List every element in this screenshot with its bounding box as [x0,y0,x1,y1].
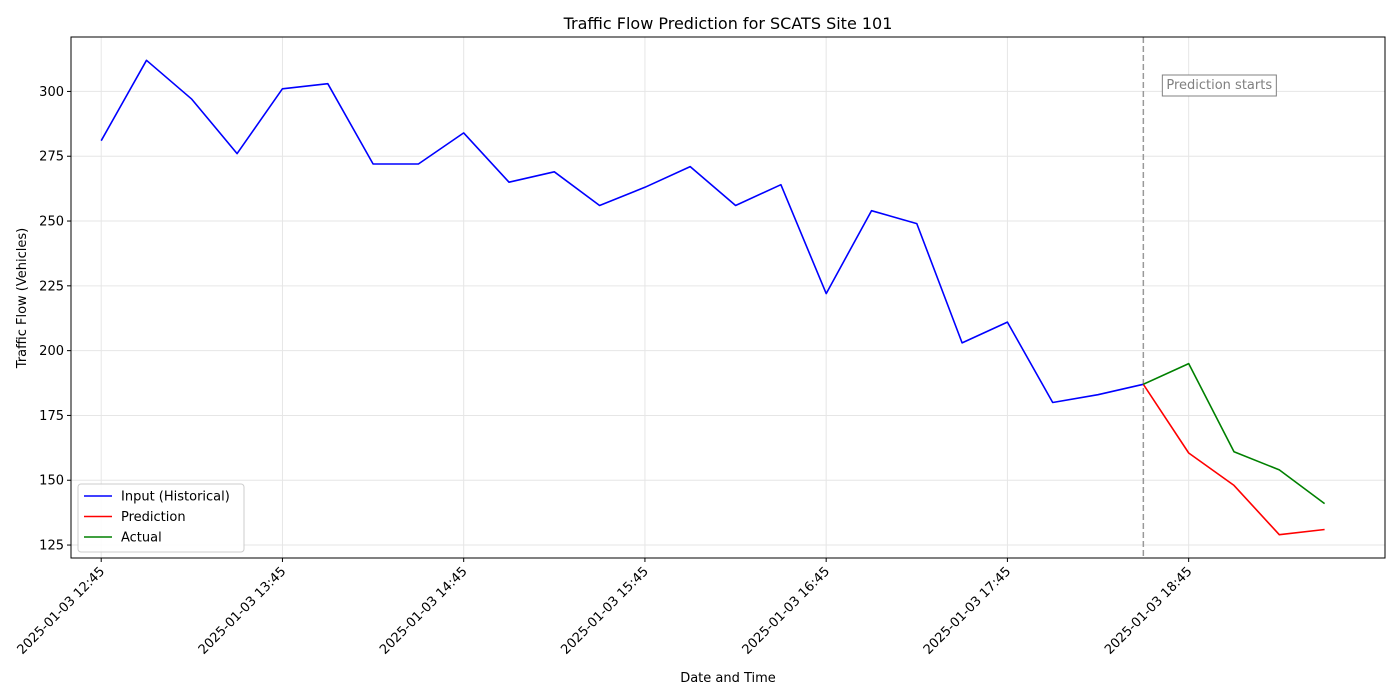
legend-box [77,483,245,553]
legend-label-actual: Actual [121,531,162,546]
x-axis-ticks: 2025-01-03 12:45 2025-01-03 13:45 2025-01-… [15,558,1195,658]
grid [71,37,1385,558]
x-axis-label: Date and Time [680,671,776,686]
x-tick-label: 2025-01-03 17:45 [921,564,1014,657]
annotation-box [1161,74,1277,97]
y-tick-label: 250 [39,215,64,230]
series-line-input-historical [100,59,1144,404]
y-tick-label: 225 [39,279,64,294]
legend-label-prediction: Prediction [121,510,186,525]
x-tick-label: 2025-01-03 12:45 [15,564,108,657]
chart-title: Traffic Flow Prediction for SCATS Site 1… [563,14,893,33]
series-line-prediction [1142,383,1325,536]
series-line-actual [1142,362,1326,505]
annotation-text: Prediction starts [1166,78,1272,93]
legend: Input (Historical) Prediction Actual [77,483,245,553]
x-tick-label: 2025-01-03 14:45 [377,564,470,657]
series-group [100,59,1326,536]
x-tick-label: 2025-01-03 13:45 [196,564,289,657]
legend-label-input-historical: Input (Historical) [121,490,230,505]
x-tick-label: 2025-01-03 18:45 [1102,564,1195,657]
y-tick-label: 200 [39,344,64,359]
plot-frame [70,36,1386,559]
y-tick-label: 275 [39,150,64,165]
y-tick-label: 150 [39,474,64,489]
y-tick-label: 125 [39,539,64,554]
y-axis-label: Traffic Flow (Vehicles) [15,228,30,369]
x-tick-label: 2025-01-03 15:45 [558,564,651,657]
x-tick-label: 2025-01-03 16:45 [740,564,833,657]
y-tick-label: 175 [39,409,64,424]
y-axis-ticks: 125 150 175 200 225 250 275 300 [39,85,71,554]
y-tick-label: 300 [39,85,64,100]
annotation-group: Prediction starts [1161,74,1277,97]
